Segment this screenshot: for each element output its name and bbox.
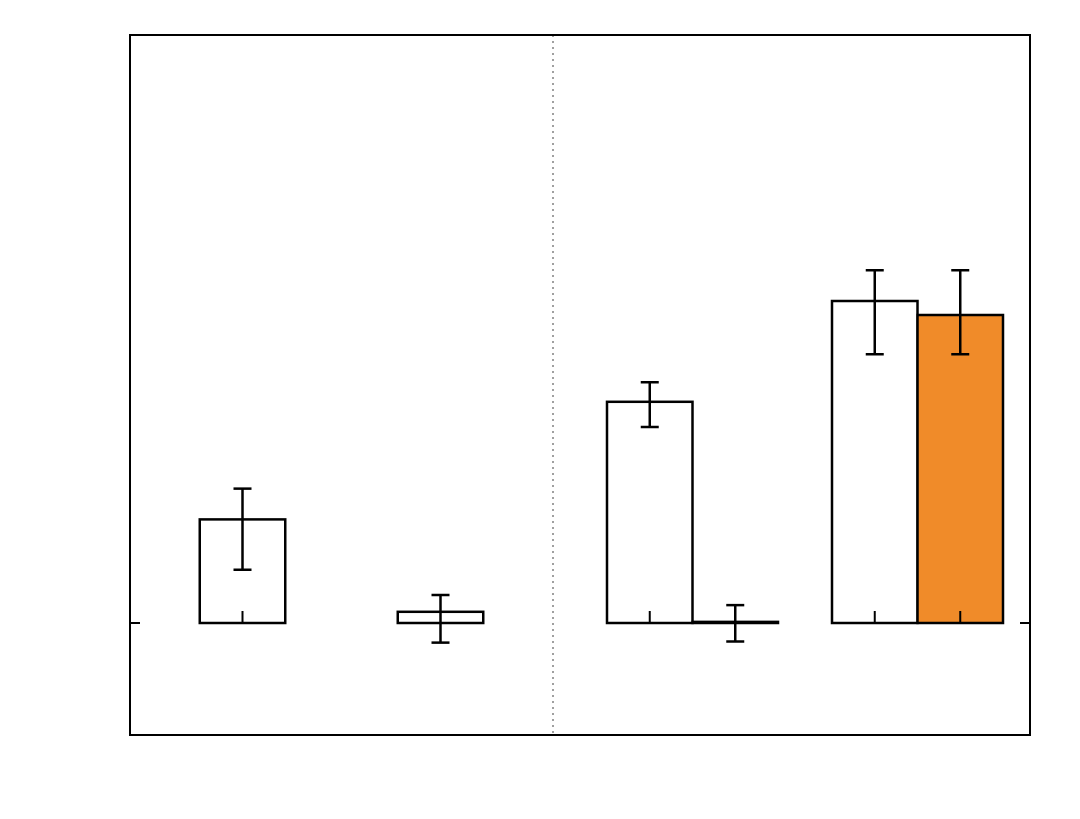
surface-potential-bar-chart <box>0 0 1080 819</box>
bar-δ′-NW-before <box>607 402 693 623</box>
bar-α-NW-after <box>918 315 1004 623</box>
chart-container <box>0 0 1080 819</box>
